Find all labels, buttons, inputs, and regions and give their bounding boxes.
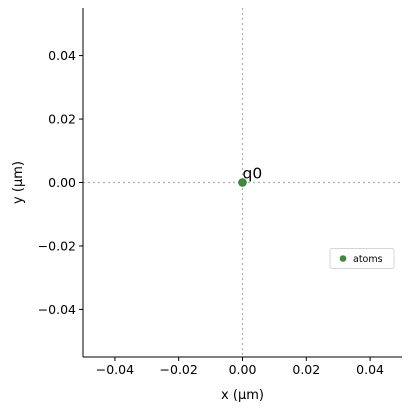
point-q0 [238,178,247,187]
point-label: q0 [243,165,263,183]
x-tick-label: 0.00 [229,362,257,377]
y-tick-label: 0.04 [48,48,76,63]
legend-marker-atoms [339,255,347,262]
x-tick-label: 0.04 [356,362,384,377]
legend-box [329,248,395,269]
x-tick-label: −0.04 [96,362,134,377]
y-tick-label: 0.02 [48,112,76,127]
x-tick-label: −0.02 [160,362,198,377]
x-tick-label: 0.02 [292,362,320,377]
y-tick-label: −0.02 [38,238,76,253]
y-axis-label: y (µm) [11,161,26,204]
data-points: q0 [238,165,263,187]
legend: atoms [329,248,395,269]
y-tick-label: 0.00 [48,175,76,190]
y-axis-ticks: 0.04 0.02 0.00 −0.02 −0.04 [38,48,83,317]
x-axis-ticks: −0.04 −0.02 0.00 0.02 0.04 [96,357,384,377]
y-tick-label: −0.04 [38,302,76,317]
legend-entry-atoms: atoms [353,254,383,265]
x-axis-label: x (µm) [221,388,264,403]
